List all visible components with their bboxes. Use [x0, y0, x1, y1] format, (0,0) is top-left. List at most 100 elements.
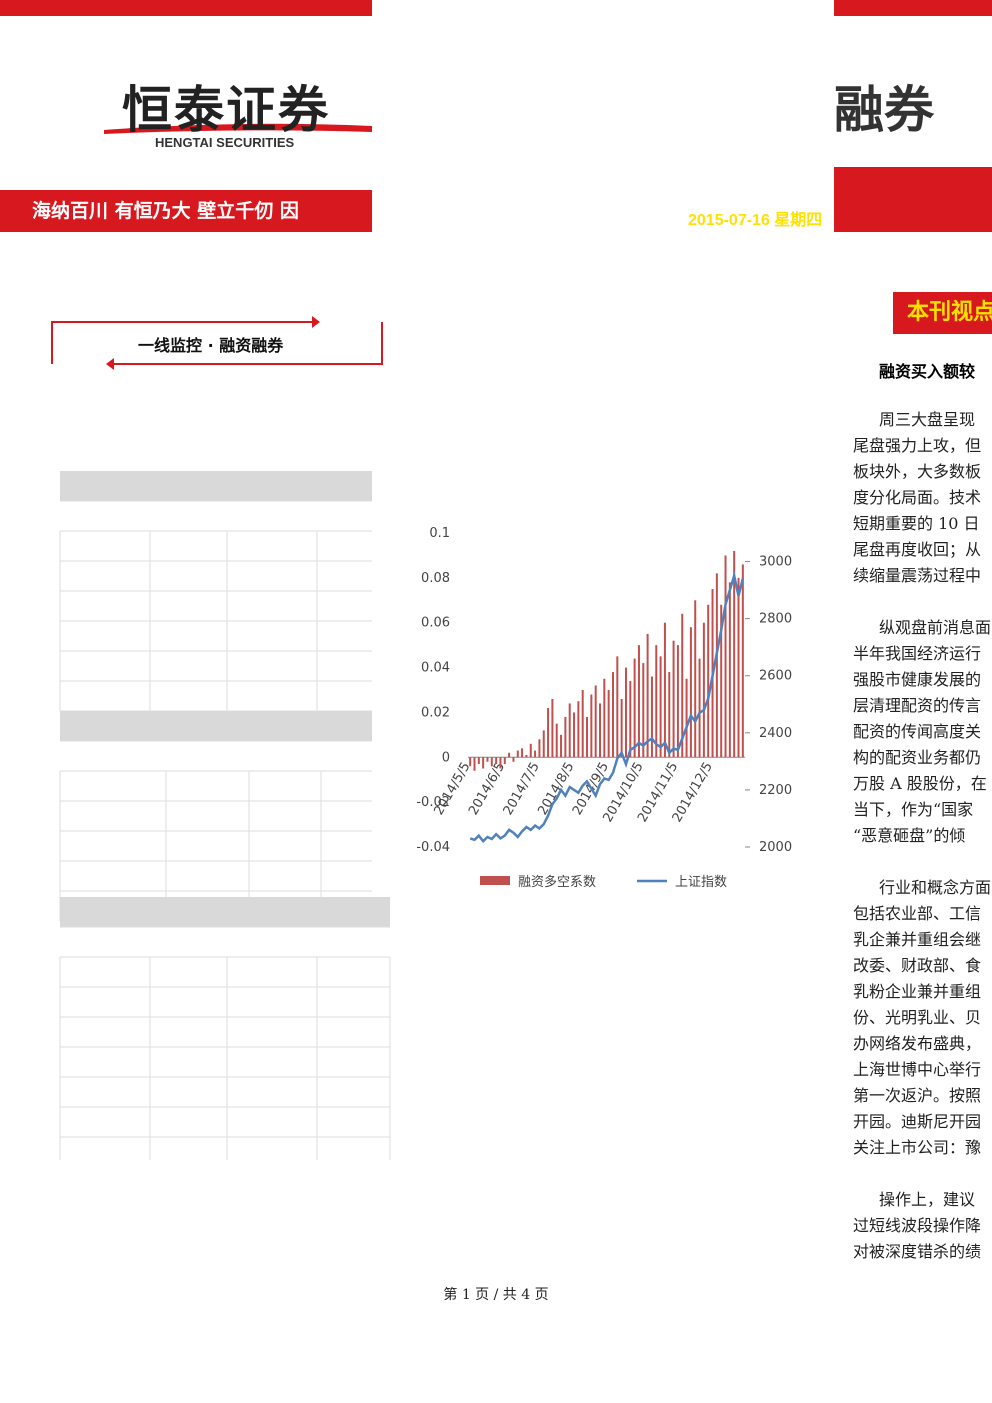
logo: 恒泰证券 [122, 81, 330, 139]
bar [525, 755, 528, 758]
bar [590, 694, 593, 758]
text-line: 尾盘再度收回；从 [853, 540, 982, 559]
tables [59, 471, 391, 1160]
bar [642, 663, 645, 758]
text-line: 关注上市公司：豫 [853, 1138, 982, 1157]
legend-label: 上证指数 [675, 875, 727, 890]
bar [551, 698, 554, 758]
bar [676, 645, 679, 758]
bar [694, 600, 697, 758]
bar [499, 757, 502, 769]
text-line: 份、光明乳业、贝 [853, 1008, 982, 1027]
y2-tick-label: 2000 [759, 840, 792, 855]
bar [568, 703, 571, 758]
bar [655, 645, 658, 758]
bar [733, 550, 736, 758]
text-line: 改委、财政部、食 [853, 956, 982, 975]
footer: 第 1 页 / 共 4 页 [443, 1287, 549, 1303]
bar [508, 752, 511, 758]
text-line: 层清理配资的传言 [853, 696, 982, 715]
top-band [0, 0, 372, 16]
bar [473, 757, 476, 771]
text-line: 纵观盘前消息面 [879, 618, 992, 637]
bar [516, 750, 519, 758]
line [469, 570, 745, 844]
text-line: 开园。迪斯尼开园 [853, 1112, 982, 1131]
bar [577, 701, 580, 758]
bar [715, 573, 718, 758]
text-line: 过短线波段操作降 [853, 1216, 982, 1235]
bar [581, 690, 584, 758]
bar [616, 656, 619, 758]
y2-tick-label: 2200 [759, 783, 792, 798]
bar [599, 703, 602, 758]
section-title: 一线监控 · 融资融券 [138, 336, 284, 355]
y-tick-label: 0.08 [421, 571, 450, 586]
bar [620, 698, 623, 758]
bar [724, 555, 727, 758]
bar [547, 707, 550, 758]
bar [477, 757, 480, 765]
slogan: 海纳百川 有恒乃大 壁立千仞 因 [0, 190, 372, 232]
bar [495, 757, 498, 765]
bar [659, 656, 662, 758]
bar [573, 712, 576, 758]
bar [490, 757, 493, 767]
y2-tick-label: 2800 [759, 612, 792, 627]
text-line: 半年我国经济运行 [853, 644, 982, 663]
bar [555, 723, 558, 758]
bar [586, 716, 589, 758]
bar [560, 734, 563, 758]
bar [663, 622, 666, 758]
y-tick-label: -0.04 [416, 840, 450, 855]
bar [624, 667, 627, 758]
text-line: 乳企兼并重组会继 [853, 930, 982, 949]
text-line: 对被深度错杀的绩 [853, 1242, 982, 1261]
bar [564, 716, 567, 758]
paragraph: 操作上，建议过短线波段操作降 对被深度错杀的绩 [853, 1187, 992, 1265]
y-tick-label: 0.02 [421, 705, 450, 720]
arrow [106, 358, 114, 370]
paragraph: 周三大盘呈现 尾盘强力上攻，但 板块外，大多数板 度分化局面。技术 短期重要的 10 日… [853, 407, 992, 589]
paragraph: 纵观盘前消息面 半年我国经济运行 强股市健康发展的 层清理配资的传言 配资的传闻高度关构… [853, 615, 992, 849]
date: 2015-07-16 星期四 [688, 212, 823, 229]
table-header [60, 711, 372, 741]
top-band [834, 0, 992, 16]
legend-swatch [480, 876, 510, 885]
text-line: 操作上，建议 [879, 1190, 976, 1209]
text-line: 尾盘强力上攻，但 [853, 436, 982, 455]
bar [737, 577, 740, 758]
text-line: 万股 A 股股份，在 [853, 774, 987, 793]
arrow [312, 316, 320, 328]
bar [594, 685, 597, 758]
text-line: 行业和概念方面 [879, 878, 992, 897]
bar [728, 582, 731, 758]
y-tick-label: 0.06 [421, 616, 450, 631]
y2-tick-label: 2600 [759, 669, 792, 684]
bar [702, 622, 705, 758]
text-line: 周三大盘呈现 [879, 410, 976, 429]
frame [51, 321, 312, 364]
bar [672, 640, 675, 758]
bar [486, 757, 489, 762]
bar [512, 757, 515, 762]
bar [646, 633, 649, 758]
bar [503, 757, 506, 765]
logo-right: 融券 [834, 81, 934, 139]
text-line: 短期重要的 10 日 [853, 514, 980, 533]
logo-swoosh [104, 123, 372, 134]
text-line: 当下，作为“国家 [853, 800, 974, 819]
text-line: “恶意砸盘”的倾 [853, 826, 966, 845]
y2-tick-label: 3000 [759, 555, 792, 570]
bar [689, 627, 692, 758]
bar [538, 739, 541, 758]
bar [741, 564, 744, 758]
text-line: 包括农业部、工信 [853, 904, 982, 923]
viewpoint-subtitle: 融资买入额较 [879, 362, 976, 381]
legend-label: 融资多空系数 [518, 874, 596, 890]
table-header [60, 471, 372, 501]
bar [534, 750, 537, 758]
chart: -0.04 -0.02 0 0.02 0.04 0.06 0.08 0.1 2000 2200 24… [416, 526, 792, 890]
bar [650, 676, 653, 758]
